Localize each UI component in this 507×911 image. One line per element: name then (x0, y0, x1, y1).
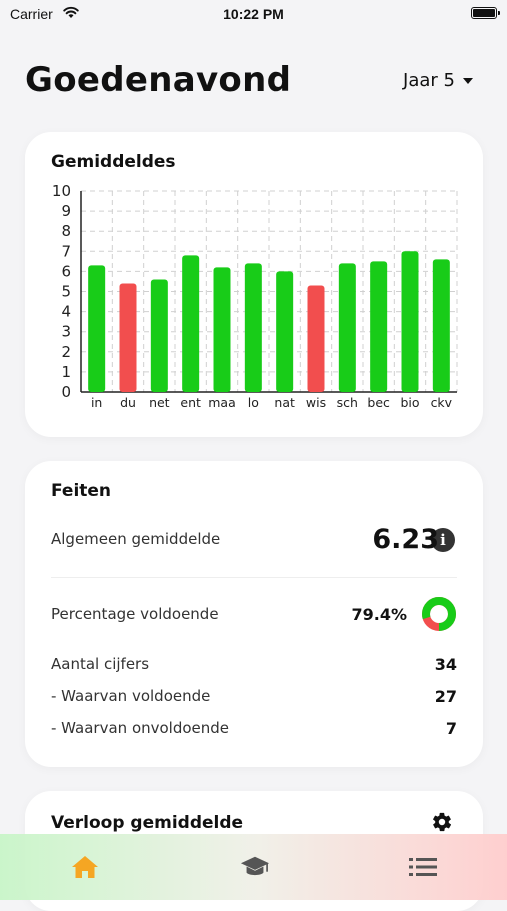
chart-bar (119, 283, 137, 392)
chart-x-tick-label: sch (337, 395, 358, 410)
grade-count-label: Aantal cijfers (51, 655, 150, 673)
chart-bar (182, 255, 200, 392)
chart-y-tick-label: 3 (61, 323, 71, 341)
chart-y-tick-label: 5 (61, 283, 71, 301)
percentage-label: Percentage voldoende (51, 605, 219, 623)
chart-bar (370, 261, 388, 392)
chart-bar (401, 251, 419, 392)
tab-bar (0, 834, 507, 900)
chart-y-tick-label: 7 (61, 242, 71, 260)
info-icon[interactable]: i (431, 528, 455, 552)
chart-y-tick-label: 0 (61, 383, 71, 401)
overall-average-label: Algemeen gemiddelde (51, 530, 221, 548)
percentage-donut-chart (422, 597, 456, 631)
overall-average-value: 6.23 (372, 524, 439, 555)
chart-bar (244, 263, 262, 392)
chart-x-tick-label: in (91, 395, 102, 410)
chart-y-tick-label: 2 (61, 343, 71, 361)
list-icon (409, 858, 437, 876)
chart-y-tick-label: 10 (52, 182, 71, 200)
tab-list[interactable] (408, 852, 438, 882)
chart-y-tick-label: 1 (61, 363, 71, 381)
year-dropdown-label: Jaar 5 (403, 70, 455, 91)
pass-count-value: 27 (434, 687, 457, 706)
chart-bar (88, 265, 106, 392)
percentage-value: 79.4% (351, 605, 407, 624)
chart-x-tick-label: ent (180, 395, 201, 410)
chart-x-tick-label: ckv (431, 395, 453, 410)
chart-x-tick-label: nat (274, 395, 295, 410)
wifi-icon (63, 6, 79, 18)
chart-bar (150, 279, 168, 392)
grade-count-value: 34 (434, 655, 457, 674)
fail-count-label: - Waarvan onvoldoende (51, 719, 230, 737)
battery-icon (471, 7, 500, 19)
home-icon (72, 856, 98, 878)
chart-x-tick-label: maa (208, 395, 236, 410)
chart-bar (307, 285, 325, 392)
chart-x-tick-label: net (149, 395, 170, 410)
averages-card: Gemiddeldes 0 1 2 3 4 5 6 7 8 9 10 in du net ent maa lo n… (25, 132, 483, 437)
caret-down-icon (463, 77, 473, 84)
carrier-label: Carrier (10, 6, 53, 22)
trend-card-title: Verloop gemiddelde (51, 813, 244, 833)
chart-x-tick-label: wis (306, 395, 326, 410)
graduation-cap-icon (240, 856, 270, 876)
pass-count-label: - Waarvan voldoende (51, 687, 211, 705)
chart-x-tick-label: bio (400, 395, 419, 410)
chart-x-tick-label: lo (248, 395, 259, 410)
page-title: Goedenavond (25, 60, 292, 100)
status-bar: Carrier 10:22 PM (0, 0, 507, 30)
chart-bar (432, 259, 450, 392)
fail-count-value: 7 (445, 719, 457, 738)
status-time: 10:22 PM (223, 6, 284, 22)
facts-card-title: Feiten (51, 481, 112, 501)
averages-bar-chart: 0 1 2 3 4 5 6 7 8 9 10 in du net ent maa lo nat wis sch bec b… (52, 182, 458, 410)
chart-y-tick-label: 6 (61, 262, 71, 280)
donut-pass-segment (422, 597, 456, 631)
chart-x-tick-label: bec (367, 395, 390, 410)
chart-y-tick-label: 9 (61, 202, 71, 220)
chart-bar (338, 263, 356, 392)
gear-icon[interactable] (431, 811, 453, 833)
chart-x-tick-label: du (120, 395, 136, 410)
chart-y-tick-label: 4 (61, 303, 71, 321)
tab-grades[interactable] (240, 852, 270, 882)
chart-y-tick-label: 8 (61, 222, 71, 240)
tab-home[interactable] (70, 852, 100, 882)
facts-divider (51, 577, 457, 578)
averages-card-title: Gemiddeldes (51, 152, 176, 172)
facts-card: Feiten Algemeen gemiddelde Percentage vo… (25, 461, 483, 767)
chart-bar (276, 271, 294, 392)
chart-bar (213, 267, 231, 392)
year-dropdown[interactable]: Jaar 5 (403, 70, 473, 91)
